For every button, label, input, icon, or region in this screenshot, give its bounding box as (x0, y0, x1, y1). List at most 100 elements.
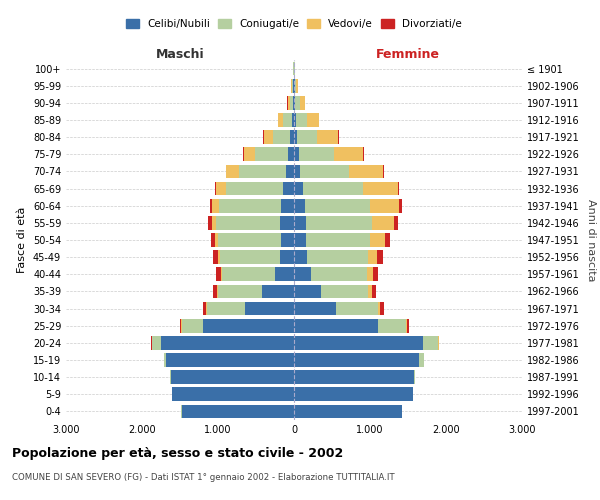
Bar (363, 182, 398, 196)
Bar (294, 79, 295, 92)
Bar (283, 182, 294, 196)
Bar (220, 250, 280, 264)
Bar (212, 199, 219, 212)
Bar (203, 302, 206, 316)
Bar (166, 353, 294, 367)
Bar (281, 233, 294, 247)
Bar (349, 164, 383, 178)
Bar (317, 130, 338, 144)
Bar (367, 268, 373, 281)
Bar (182, 319, 203, 332)
Bar (172, 388, 294, 401)
Text: Femmine: Femmine (376, 48, 440, 61)
Bar (385, 233, 390, 247)
Bar (290, 130, 294, 144)
Bar (286, 164, 294, 178)
Bar (215, 233, 218, 247)
Bar (305, 199, 370, 212)
Bar (171, 370, 294, 384)
Bar (206, 302, 245, 316)
Bar (307, 250, 368, 264)
Bar (170, 370, 171, 384)
Bar (294, 353, 419, 367)
Bar (296, 113, 307, 127)
Bar (377, 319, 406, 332)
Bar (221, 268, 222, 281)
Bar (414, 370, 415, 384)
Bar (208, 216, 212, 230)
Bar (226, 182, 283, 196)
Bar (368, 284, 372, 298)
Bar (294, 370, 414, 384)
Bar (372, 284, 376, 298)
Bar (219, 199, 281, 212)
Bar (379, 302, 380, 316)
Bar (406, 319, 407, 332)
Bar (275, 268, 294, 281)
Bar (294, 319, 377, 332)
Bar (372, 216, 394, 230)
Bar (300, 96, 305, 110)
Bar (239, 164, 286, 178)
Bar (377, 250, 383, 264)
Bar (281, 199, 294, 212)
Bar (215, 182, 216, 196)
Bar (293, 96, 294, 110)
Bar (180, 319, 181, 332)
Bar (217, 284, 218, 298)
Bar (278, 113, 283, 127)
Bar (211, 233, 215, 247)
Bar (294, 284, 320, 298)
Bar (218, 233, 281, 247)
Bar (203, 319, 294, 332)
Bar (294, 130, 298, 144)
Bar (294, 268, 311, 281)
Bar (370, 233, 385, 247)
Bar (216, 268, 221, 281)
Bar (407, 319, 409, 332)
Bar (294, 182, 303, 196)
Bar (380, 302, 384, 316)
Text: COMUNE DI SAN SEVERO (FG) - Dati ISTAT 1° gennaio 2002 - Elaborazione TUTTITALIA: COMUNE DI SAN SEVERO (FG) - Dati ISTAT 1… (12, 472, 395, 482)
Y-axis label: Anni di nascita: Anni di nascita (586, 198, 596, 281)
Bar (399, 199, 401, 212)
Bar (299, 148, 334, 161)
Bar (245, 302, 294, 316)
Bar (295, 96, 300, 110)
Bar (336, 302, 379, 316)
Bar (294, 164, 300, 178)
Bar (307, 113, 319, 127)
Bar (244, 148, 255, 161)
Bar (294, 96, 295, 110)
Bar (214, 284, 217, 298)
Bar (296, 79, 298, 92)
Bar (294, 250, 307, 264)
Bar (255, 148, 288, 161)
Bar (213, 250, 218, 264)
Bar (334, 148, 363, 161)
Bar (294, 148, 299, 161)
Bar (306, 233, 370, 247)
Bar (288, 148, 294, 161)
Bar (295, 79, 296, 92)
Bar (368, 250, 377, 264)
Text: Maschi: Maschi (155, 48, 205, 61)
Legend: Celibi/Nubili, Coniugati/e, Vedovi/e, Divorziati/e: Celibi/Nubili, Coniugati/e, Vedovi/e, Di… (122, 15, 466, 34)
Bar (212, 216, 217, 230)
Bar (292, 79, 293, 92)
Bar (306, 216, 372, 230)
Bar (161, 336, 294, 349)
Bar (182, 404, 294, 418)
Bar (217, 216, 280, 230)
Bar (283, 113, 292, 127)
Bar (303, 182, 363, 196)
Bar (383, 164, 384, 178)
Bar (218, 284, 262, 298)
Bar (398, 182, 400, 196)
Bar (287, 96, 290, 110)
Bar (262, 284, 294, 298)
Bar (226, 164, 239, 178)
Bar (243, 148, 244, 161)
Bar (294, 199, 305, 212)
Bar (164, 353, 166, 367)
